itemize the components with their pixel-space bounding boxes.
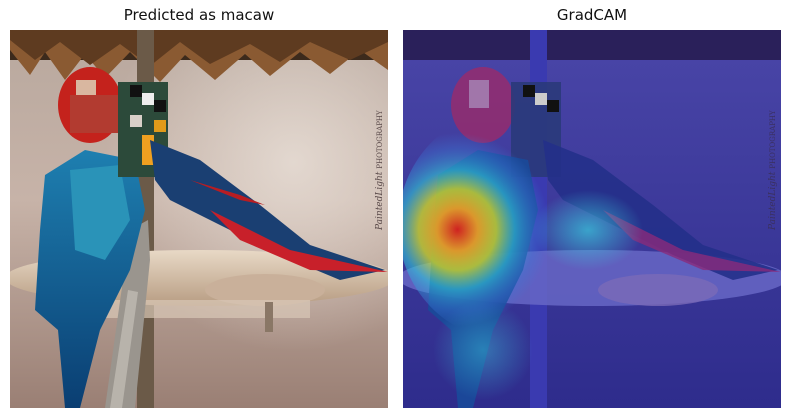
- right-panel-title: GradCAM: [556, 6, 628, 24]
- gradcam-heatmap-image: PaintedLight PHOTOGRAPHY: [403, 30, 781, 408]
- left-panel-title: Predicted as macaw: [123, 6, 275, 24]
- watermark-text-overlay: PaintedLight PHOTOGRAPHY: [768, 110, 778, 231]
- original-image: PaintedLight PHOTOGRAPHY: [10, 30, 388, 408]
- watermark-text: PaintedLight PHOTOGRAPHY: [375, 110, 385, 231]
